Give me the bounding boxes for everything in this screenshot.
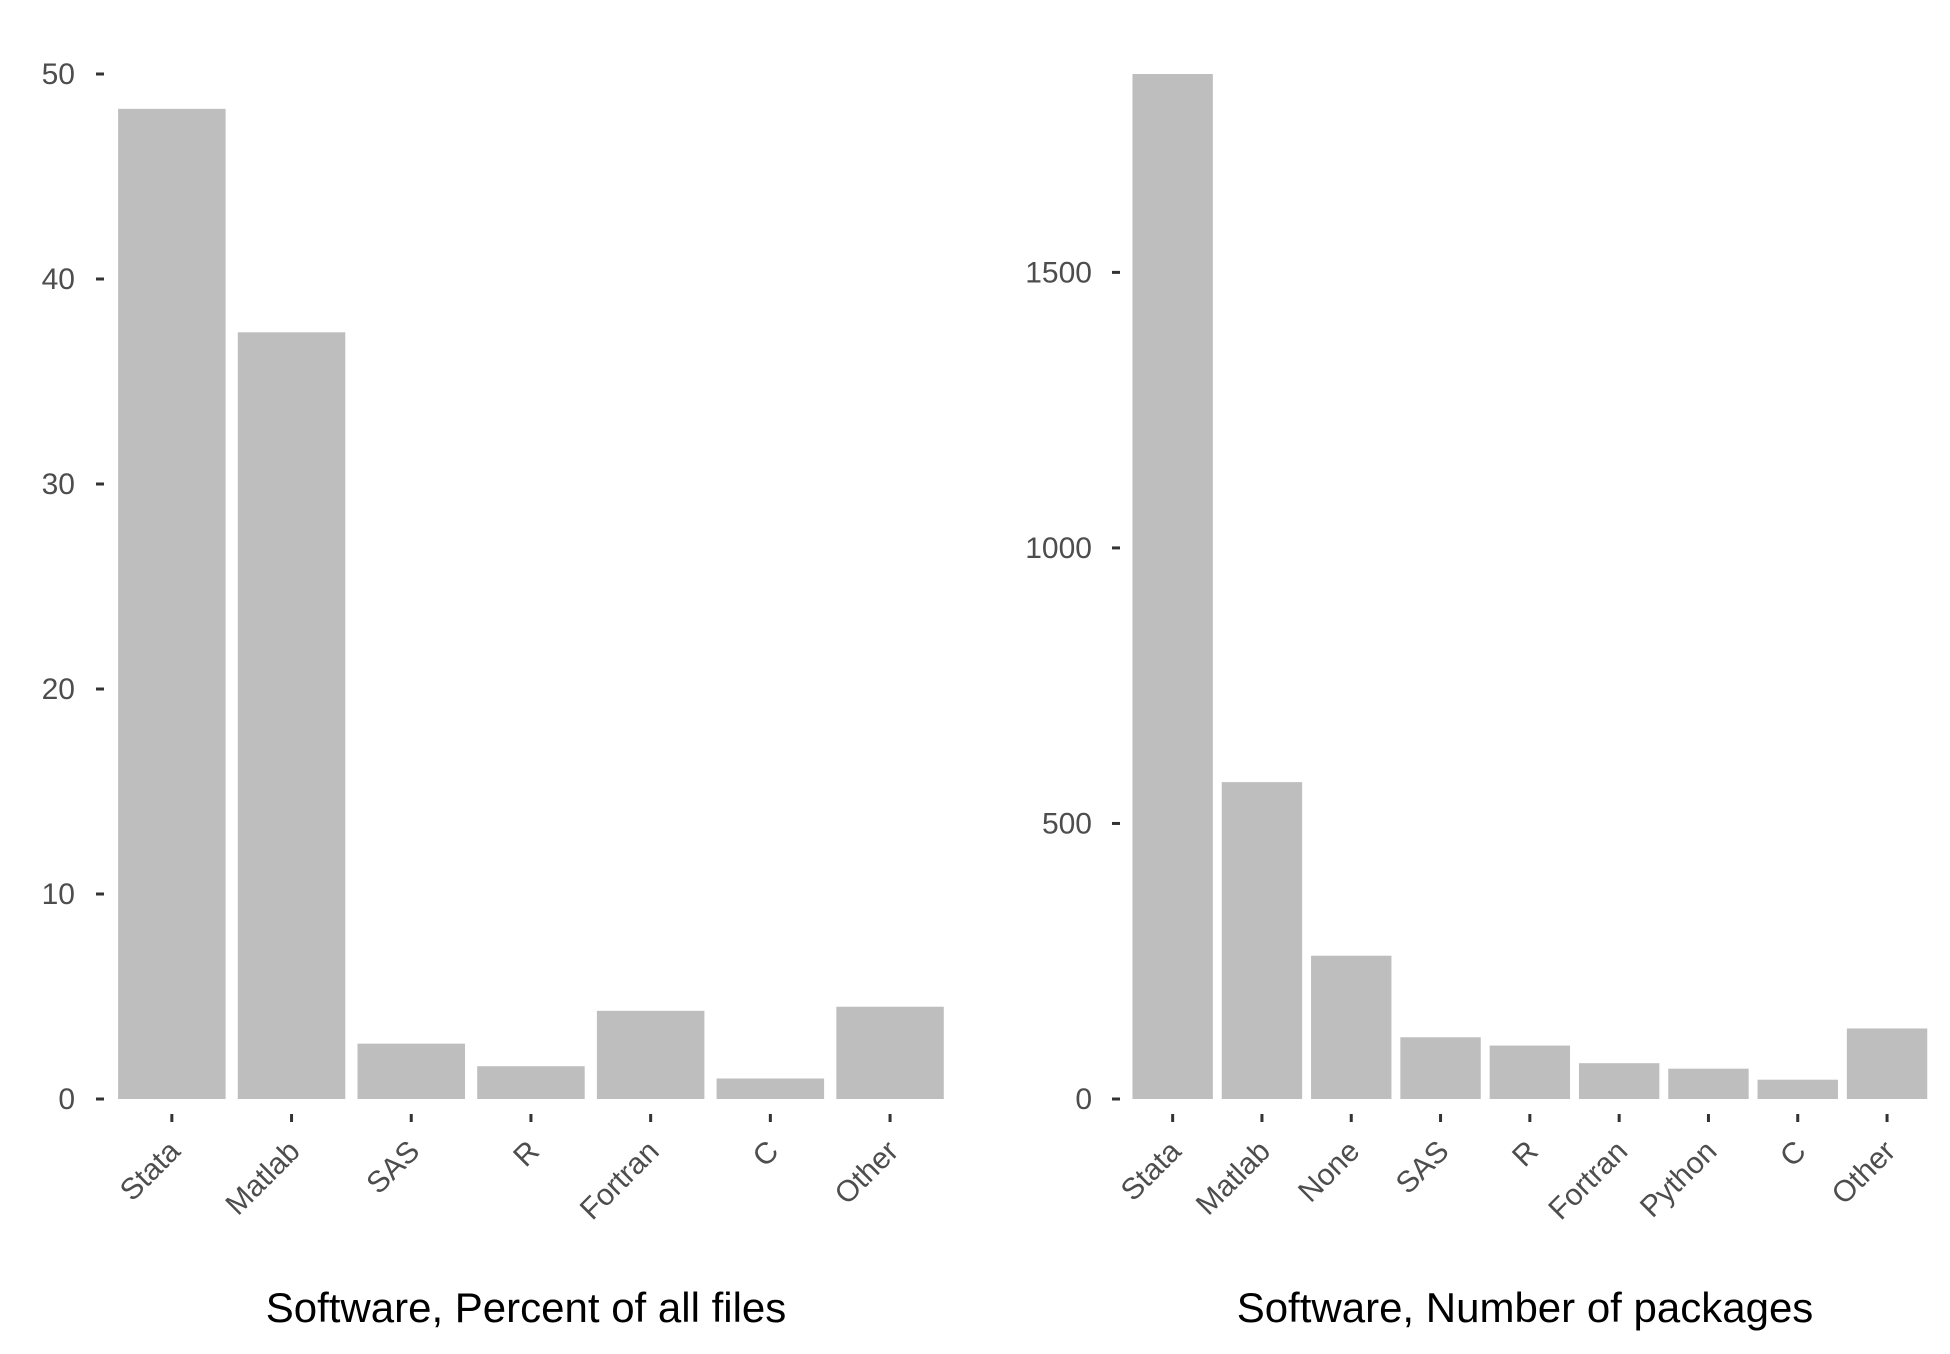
right-bar-fortran [1578, 1063, 1660, 1099]
left-y-tick-label: 0 [58, 1083, 75, 1116]
left-x-tick-label: Fortran [574, 1135, 666, 1227]
left-chart-x-axis: Stata Matlab SAS R Fortran C Other [114, 1114, 905, 1226]
left-y-tick-label: 40 [42, 263, 75, 296]
right-x-tick-label: Stata [1115, 1134, 1188, 1207]
left-y-tick-label: 10 [42, 878, 75, 911]
left-x-tick-label: SAS [360, 1135, 426, 1201]
right-y-tick-label: 500 [1042, 807, 1092, 840]
left-bar-r [477, 1066, 585, 1099]
left-chart-x-axis-title: Software, Percent of all files [266, 1284, 787, 1331]
right-bar-stata [1132, 74, 1213, 1099]
left-x-tick-label: Matlab [219, 1135, 306, 1222]
right-bar-matlab [1221, 782, 1303, 1099]
left-x-tick-label: C [747, 1135, 786, 1174]
right-bar-sas [1400, 1037, 1481, 1099]
left-chart-y-axis: 0 10 20 30 40 50 [42, 58, 104, 1116]
right-bar-r [1489, 1045, 1571, 1099]
left-chart-percent-of-files: 0 10 20 30 40 50 Stata Matlab SAS R Fortran C Other… [42, 58, 944, 1331]
right-y-tick-label: 1500 [1025, 256, 1092, 289]
left-y-tick-label: 50 [42, 58, 75, 91]
left-x-tick-label: Other [829, 1135, 905, 1211]
right-chart-y-axis: 0 500 1000 1500 [1025, 256, 1120, 1116]
left-bar-sas [357, 1043, 465, 1099]
right-x-tick-label: R [1506, 1135, 1545, 1174]
left-x-tick-label: R [507, 1135, 546, 1174]
right-x-tick-label: Other [1826, 1135, 1902, 1211]
right-y-tick-label: 0 [1075, 1083, 1092, 1116]
left-y-tick-label: 30 [42, 468, 75, 501]
right-x-tick-label: C [1774, 1135, 1813, 1174]
right-chart-x-axis-title: Software, Number of packages [1237, 1284, 1814, 1331]
right-bar-c [1757, 1079, 1838, 1099]
left-bar-fortran [596, 1010, 705, 1099]
left-x-tick-label: Stata [114, 1134, 187, 1207]
left-bar-other [836, 1006, 944, 1099]
right-y-tick-label: 1000 [1025, 532, 1092, 565]
left-bar-matlab [237, 332, 346, 1099]
right-x-tick-label: SAS [1390, 1135, 1456, 1201]
left-bar-c [716, 1078, 825, 1099]
right-x-tick-label: Fortran [1542, 1135, 1634, 1227]
right-bar-none [1311, 955, 1392, 1099]
right-x-tick-label: Matlab [1190, 1135, 1277, 1222]
left-chart-bars [118, 108, 944, 1100]
left-bar-stata [118, 108, 226, 1100]
right-bar-other [1846, 1028, 1928, 1099]
right-x-tick-label: Python [1634, 1135, 1723, 1224]
right-chart-bars [1132, 74, 1928, 1099]
right-x-tick-label: None [1292, 1135, 1366, 1209]
left-y-tick-label: 20 [42, 673, 75, 706]
right-bar-python [1668, 1068, 1749, 1099]
